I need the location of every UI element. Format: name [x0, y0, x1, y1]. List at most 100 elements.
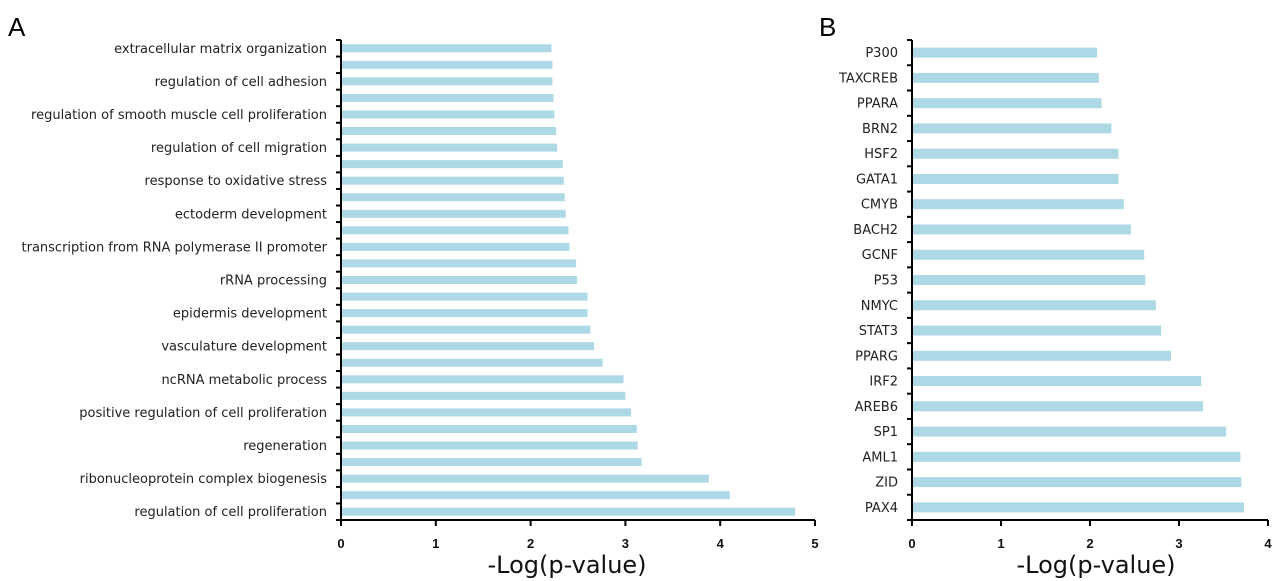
- panel-a-label: A: [8, 12, 26, 42]
- panel-a-bar: [341, 391, 626, 400]
- panel-b-category-label: HSF2: [864, 147, 898, 162]
- panel-a-bar: [341, 259, 577, 268]
- panel-b-bar: [912, 275, 1146, 285]
- panel-a-bar: [341, 424, 637, 433]
- panel-b-bar: [912, 401, 1204, 412]
- panel-b-bar: [912, 477, 1242, 488]
- panel-a-x-tick-label: 5: [811, 536, 818, 551]
- panel-a-x-tick-label: 2: [527, 536, 534, 551]
- panel-a-bar: [341, 292, 588, 301]
- panel-b-category-label: AML1: [862, 450, 898, 465]
- panel-a-category-label: rRNA processing: [220, 274, 327, 289]
- panel-a-bar: [341, 93, 554, 102]
- panel-b-category-label: SP1: [874, 425, 898, 440]
- panel-b-bar: [912, 173, 1119, 184]
- panel-a-category-label: regulation of cell migration: [151, 141, 327, 156]
- panel-a-bar: [341, 209, 566, 218]
- panel-a-bar: [341, 408, 632, 417]
- panel-a-category-label: regeneration: [243, 439, 327, 454]
- panel-a-bar: [341, 110, 555, 119]
- panel-b-bar: [912, 47, 1098, 58]
- panel-a-bar: [341, 143, 558, 152]
- panel-b-bar: [912, 199, 1124, 210]
- panel-b-chart: B -Log(p-value) P300 TAXCREB PPARA BRN2 HSF2…: [819, 12, 1272, 579]
- panel-b-bar: [912, 148, 1119, 159]
- panel-b-x-tick-label: 4: [1264, 536, 1272, 551]
- panel-a-category-label: response to oxidative stress: [145, 174, 328, 189]
- panel-b-category-label: AREB6: [855, 400, 898, 415]
- panel-b-category-label: TAXCREB: [838, 71, 898, 86]
- panel-a-category-label: ribonucleoprotein complex biogenesis: [80, 472, 328, 487]
- panel-b-category-label: ZID: [875, 476, 898, 491]
- panel-a-category-label: epidermis development: [173, 307, 327, 322]
- panel-b-category-label: P300: [865, 46, 898, 61]
- panel-a-bar: [341, 375, 624, 384]
- panel-b-bar: [912, 426, 1227, 437]
- panel-b-category-label: IRF2: [869, 375, 898, 390]
- panel-b-x-axis-title: -Log(p-value): [1016, 551, 1175, 579]
- panel-a-bar: [341, 358, 603, 367]
- panel-b-bar: [912, 376, 1202, 387]
- panel-a-bar: [341, 193, 565, 202]
- panel-b-category-label: BRN2: [862, 122, 898, 137]
- panel-a-category-label: regulation of cell adhesion: [155, 75, 327, 90]
- panel-b-bar: [912, 325, 1162, 336]
- panel-b-category-label: PPARG: [855, 349, 898, 364]
- panel-b-category-label: PAX4: [865, 501, 898, 516]
- panel-a-chart: A -Log(p-value) extracellular matrix org…: [8, 12, 819, 579]
- panel-b-bar: [912, 123, 1112, 134]
- panel-b-bar: [912, 249, 1145, 260]
- panel-a-category-label: regulation of cell proliferation: [134, 505, 327, 520]
- panel-a-category-label: ectoderm development: [175, 207, 327, 222]
- panel-b-bar: [912, 224, 1131, 235]
- panel-a-x-tick-label: 1: [432, 536, 439, 551]
- panel-a-bar: [341, 441, 638, 450]
- panel-a-category-label: transcription from RNA polymerase II pro…: [22, 240, 328, 255]
- panel-b-category-label: CMYB: [861, 198, 898, 213]
- panel-a-bar: [341, 77, 553, 86]
- panel-b-x-tick-label: 1: [997, 536, 1004, 551]
- panel-b-bar: [912, 451, 1241, 462]
- panel-a-bar: [341, 276, 578, 284]
- panel-b-category-label: P53: [874, 274, 898, 289]
- panel-a-bar: [341, 491, 730, 500]
- panel-b-x-tick-label: 3: [1175, 536, 1182, 551]
- panel-b-x-tick-label: 0: [908, 536, 915, 551]
- panel-a-bar: [341, 458, 642, 467]
- panel-a-bar: [341, 309, 588, 318]
- panel-b-bar: [912, 72, 1099, 83]
- panel-a-bar: [341, 160, 563, 169]
- panel-b-category-label: NMYC: [861, 299, 898, 314]
- panel-b-bar: [912, 350, 1171, 361]
- panel-b-bar: [912, 502, 1244, 513]
- panel-a-bar: [341, 60, 553, 69]
- panel-a-x-tick-label: 0: [337, 536, 344, 551]
- panel-a-category-label: regulation of smooth muscle cell prolife…: [31, 108, 327, 123]
- panel-b-category-label: PPARA: [857, 97, 898, 112]
- panel-a-x-axis-title: -Log(p-value): [487, 551, 646, 579]
- panel-a-bar: [341, 226, 569, 235]
- panel-a-category-label: vasculature development: [161, 340, 327, 355]
- panel-b-bar: [912, 98, 1102, 109]
- panel-b-category-label: GATA1: [856, 172, 898, 187]
- panel-a-category-label: positive regulation of cell proliferatio…: [79, 406, 327, 421]
- panel-a-category-label: extracellular matrix organization: [114, 42, 327, 57]
- panel-b-label: B: [819, 12, 836, 42]
- panel-b-bar: [912, 300, 1156, 311]
- panel-a-x-tick-label: 3: [622, 536, 629, 551]
- panel-a-category-label: ncRNA metabolic process: [161, 373, 327, 388]
- panel-a-x-tick-label: 4: [717, 536, 725, 551]
- panel-a-bar: [341, 342, 595, 351]
- panel-a-bar: [341, 242, 570, 251]
- panel-b-category-label: BACH2: [853, 223, 898, 238]
- panel-a-bar: [341, 325, 591, 334]
- panel-b-x-tick-label: 2: [1086, 536, 1093, 551]
- panel-a-bar: [341, 127, 557, 136]
- panel-b-category-label: GCNF: [862, 248, 898, 263]
- panel-a-bar: [341, 176, 564, 185]
- panel-b-category-label: STAT3: [859, 324, 898, 339]
- panel-a-bar: [341, 474, 709, 483]
- panel-a-bar: [341, 507, 796, 516]
- panel-a-bar: [341, 44, 552, 53]
